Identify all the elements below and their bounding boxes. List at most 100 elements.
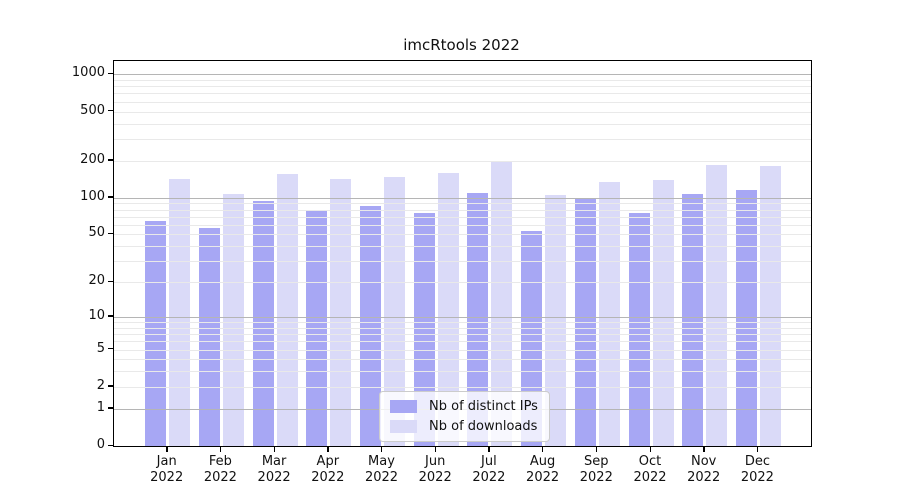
plot-area: [113, 60, 812, 447]
ytick-mark-50: [108, 232, 113, 235]
xtick-mark-aug: [542, 446, 544, 452]
xtick-mark-sep: [595, 446, 598, 452]
legend-item-distinct-ips: Nb of distinct IPs: [390, 399, 538, 414]
xtick-mark-mar: [273, 446, 275, 452]
gridline-minor-2: [114, 386, 811, 388]
xtick-mark-feb: [219, 446, 222, 452]
ytick-label-100: 100: [80, 188, 105, 204]
ytick-mark-0: [108, 444, 113, 446]
xtick-label-dec: Dec 2022: [740, 454, 774, 485]
bar-distinct-ips-nov: [682, 193, 704, 446]
xtick-label-oct: Oct 2022: [633, 454, 667, 485]
bar-downloads-mar: [276, 174, 298, 446]
ytick-label-200: 200: [80, 151, 105, 167]
xtick-mark-oct: [649, 446, 651, 452]
bar-distinct-ips-may: [360, 205, 381, 446]
ytick-label-2: 2: [96, 377, 105, 393]
bar-downloads-dec: [759, 166, 781, 446]
gridline-minor-9: [114, 322, 811, 324]
xtick-label-nov: Nov 2022: [687, 454, 721, 485]
xtick-label-apr: Apr 2022: [311, 454, 345, 485]
ytick-mark-2: [108, 385, 113, 387]
gridline-minor-400: [114, 123, 811, 125]
bar-downloads-jan: [169, 178, 191, 446]
xtick-mark-jun: [434, 446, 437, 452]
ytick-mark-5: [108, 348, 113, 350]
chart-title: imcRtools 2022: [403, 36, 520, 54]
bar-downloads-apr: [330, 179, 352, 446]
xtick-label-jan: Jan 2022: [150, 454, 184, 485]
bar-downloads-jul: [491, 162, 513, 446]
gridline-minor-7: [114, 334, 811, 336]
legend-swatch-downloads: [390, 420, 417, 433]
xtick-label-feb: Feb 2022: [203, 454, 237, 485]
ytick-mark-500: [108, 110, 113, 112]
bar-distinct-ips-jan: [145, 220, 167, 446]
xtick-label-jun: Jun 2022: [418, 454, 452, 485]
ytick-label-20: 20: [88, 273, 105, 289]
xtick-label-aug: Aug 2022: [526, 454, 560, 485]
bar-downloads-oct: [652, 180, 674, 446]
bar-distinct-ips-dec: [735, 190, 757, 446]
ytick-mark-1: [108, 407, 113, 409]
gridline-minor-30: [114, 261, 811, 263]
legend-swatch-distinct-ips: [390, 400, 417, 413]
xtick-mark-nov: [703, 446, 705, 452]
gridline-minor-600: [114, 101, 811, 103]
xtick-mark-apr: [327, 446, 329, 452]
xtick-label-may: May 2022: [364, 454, 399, 485]
gridline-minor-5: [114, 349, 811, 351]
xtick-label-jul: Jul 2022: [472, 454, 506, 485]
ytick-label-5: 5: [96, 340, 105, 356]
gridline-minor-6: [114, 341, 811, 343]
xtick-mark-dec: [756, 446, 759, 452]
gridline-minor-800: [114, 86, 811, 88]
ytick-mark-10: [108, 315, 113, 317]
gridline-minor-4: [114, 359, 811, 361]
ytick-mark-200: [108, 159, 113, 161]
ytick-label-50: 50: [88, 225, 105, 241]
bar-distinct-ips-oct: [628, 213, 650, 446]
bar-downloads-may: [384, 176, 405, 446]
gridline-major-1000: [114, 74, 811, 76]
ytick-label-0: 0: [96, 437, 105, 452]
xtick-mark-may: [381, 446, 383, 452]
legend-label-downloads: Nb of downloads: [429, 419, 538, 434]
ytick-label-1000: 1000: [71, 65, 105, 81]
gridline-minor-20: [114, 282, 811, 284]
gridline-minor-8: [114, 327, 811, 329]
gridline-minor-300: [114, 138, 811, 140]
gridline-minor-60: [114, 224, 811, 226]
legend: Nb of distinct IPs Nb of downloads: [379, 391, 550, 442]
ytick-label-500: 500: [80, 102, 105, 118]
bar-downloads-feb: [222, 193, 244, 446]
xtick-label-sep: Sep 2022: [579, 454, 613, 485]
ytick-label-1: 1: [96, 399, 105, 415]
legend-item-downloads: Nb of downloads: [390, 419, 538, 434]
gridline-minor-3: [114, 371, 811, 373]
bar-downloads-sep: [598, 182, 620, 446]
xtick-mark-jul: [488, 446, 490, 452]
xtick-label-mar: Mar 2022: [257, 454, 291, 485]
ytick-label-10: 10: [88, 307, 105, 323]
xtick-mark-jan: [166, 446, 168, 452]
gridline-minor-90: [114, 203, 811, 205]
gridline-minor-70: [114, 216, 811, 218]
legend-label-distinct-ips: Nb of distinct IPs: [429, 399, 538, 414]
gridline-minor-200: [114, 160, 811, 162]
bar-distinct-ips-jul: [467, 192, 489, 446]
bar-downloads-jun: [437, 172, 459, 446]
ytick-mark-1000: [108, 72, 113, 75]
bar-downloads-nov: [706, 164, 728, 446]
gridline-minor-900: [114, 79, 811, 81]
gridline-minor-40: [114, 246, 811, 248]
gridline-minor-500: [114, 111, 811, 113]
bar-downloads-aug: [545, 195, 567, 446]
gridline-minor-80: [114, 209, 811, 211]
gridline-minor-700: [114, 93, 811, 95]
gridline-minor-50: [114, 234, 811, 236]
gridline-major-100: [114, 197, 811, 199]
ytick-mark-20: [108, 280, 113, 283]
ytick-mark-100: [108, 196, 113, 198]
